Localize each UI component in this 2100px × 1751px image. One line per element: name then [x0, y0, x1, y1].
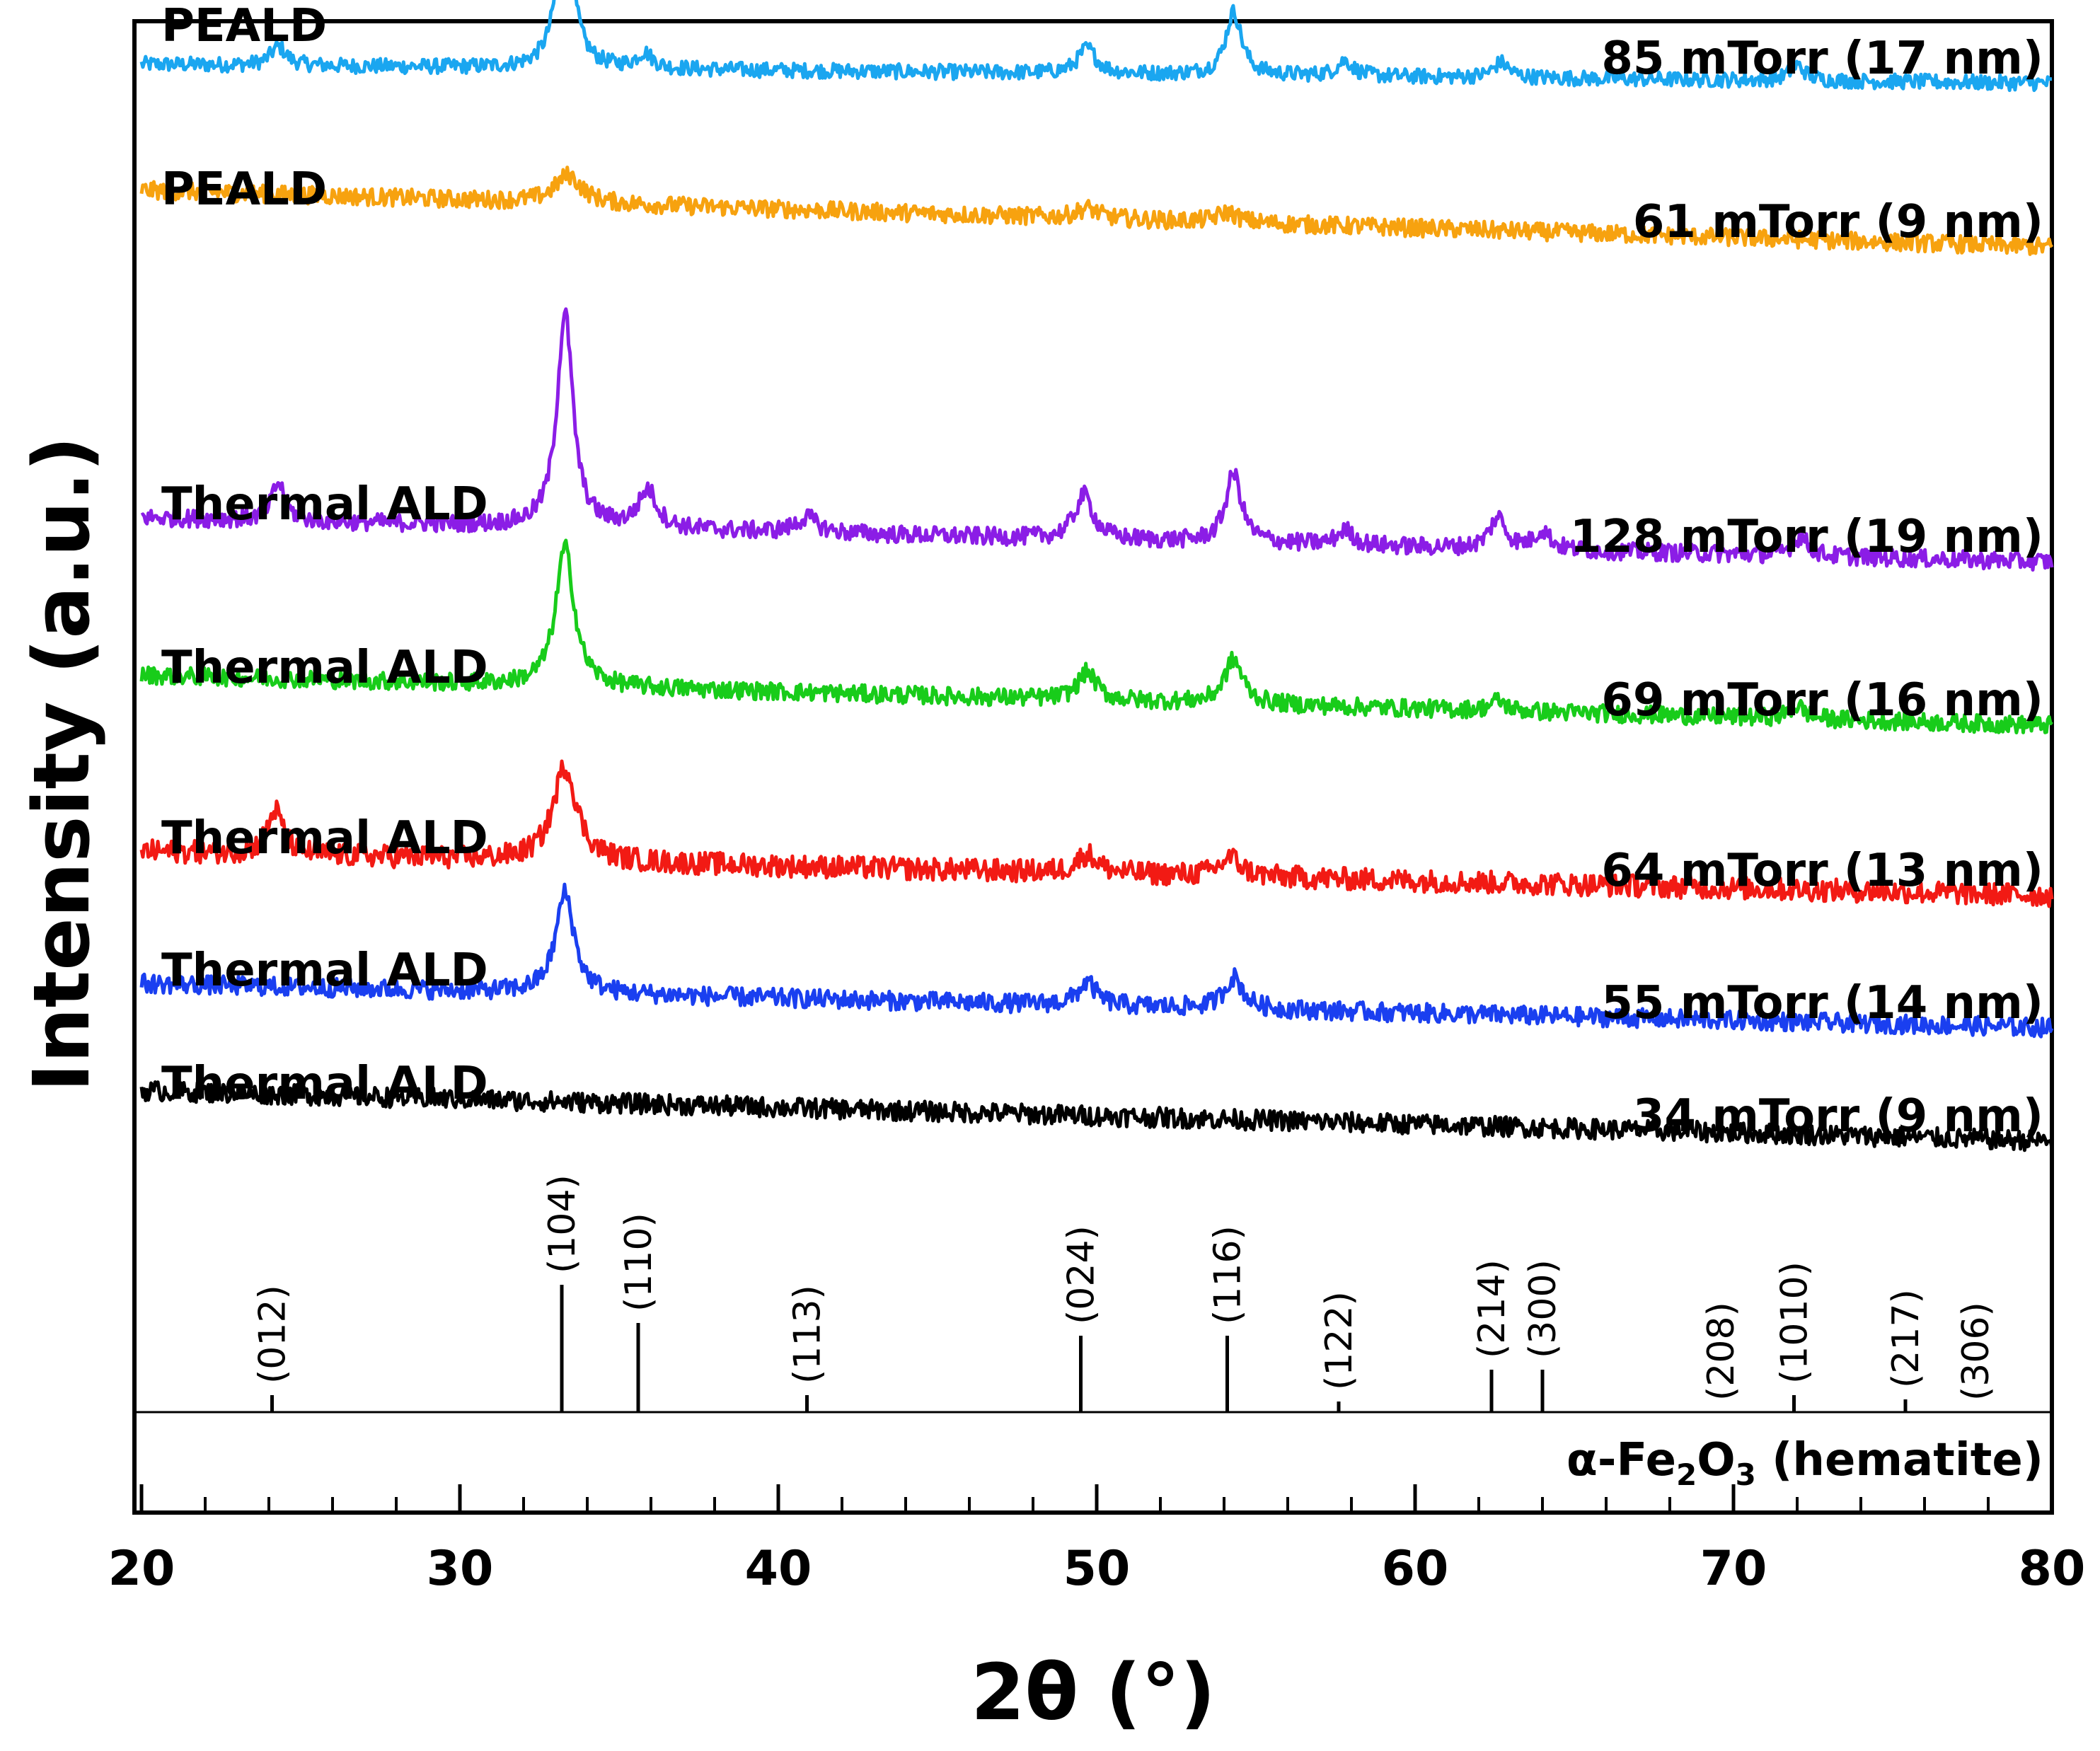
series-condition-label-4: 69 mTorr (16 nm): [1601, 674, 2043, 727]
reference-pattern: (012) (104) (110) (113) (024) (116) (122) (214)…: [252, 1174, 1997, 1412]
series-line-1: [139, 0, 2053, 93]
reference-label: α-Fe2O3 (hematite): [1567, 1434, 2043, 1492]
reference-peak-label-8: (214): [1471, 1259, 1513, 1358]
x-axis-title: 2θ (°): [971, 1647, 1216, 1738]
series-method-label-5: Thermal ALD: [161, 812, 488, 865]
series-line-4: [139, 538, 2053, 734]
series-condition-label-5: 64 mTorr (13 nm): [1601, 845, 2043, 897]
series-method-label-6: Thermal ALD: [161, 944, 488, 997]
plot-frame: [132, 19, 2054, 1515]
reference-peak-label-11: (1010): [1774, 1261, 1816, 1384]
series-layer: PEALD 85 mTorr (17 nm) PEALD 61 mTorr (9 nm…: [139, 0, 2054, 1152]
reference-peak-label-1: (012): [252, 1285, 294, 1384]
reference-peak-label-6: (116): [1207, 1225, 1250, 1324]
series-condition-label-1: 85 mTorr (17 nm): [1601, 33, 2043, 85]
reference-peak-label-12: (217): [1885, 1289, 1927, 1388]
series-line-2: [139, 166, 2054, 256]
series-method-label-4: Thermal ALD: [161, 642, 488, 694]
series-method-label-2: PEALD: [161, 163, 327, 216]
x-tick-label-30: 30: [427, 1541, 494, 1597]
x-tick-label-80: 80: [2019, 1541, 2086, 1597]
series-method-label-7: Thermal ALD: [161, 1058, 488, 1110]
series-condition-label-3: 128 mTorr (19 nm): [1570, 511, 2043, 563]
x-tick-label-50: 50: [1063, 1541, 1131, 1597]
reference-mid: O: [1697, 1434, 1735, 1486]
series-line-3: [140, 307, 2054, 572]
x-tick-label-70: 70: [1700, 1541, 1767, 1597]
reference-sub-1: 2: [1676, 1457, 1697, 1492]
reference-peak-label-4: (113): [787, 1285, 829, 1384]
series-method-label-1: PEALD: [161, 0, 327, 52]
x-axis: 20 30 40 50 60 70 80: [108, 1484, 2086, 1597]
y-axis-title: Intensity (a.u.): [16, 436, 107, 1092]
reference-peak-label-2: (104): [541, 1174, 584, 1273]
reference-peak-label-13: (306): [1955, 1302, 1997, 1401]
x-tick-label-60: 60: [1382, 1541, 1449, 1597]
series-condition-label-6: 55 mTorr (14 nm): [1601, 977, 2043, 1029]
reference-sub-2: 3: [1736, 1457, 1756, 1492]
series-line-6: [139, 882, 2054, 1039]
series-line-5: [139, 759, 2054, 908]
series-condition-label-7: 34 mTorr (9 nm): [1633, 1090, 2043, 1143]
series-line-7: [139, 1080, 2054, 1152]
reference-peak-label-7: (122): [1318, 1291, 1361, 1390]
reference-peak-label-3: (110): [618, 1213, 660, 1312]
reference-peak-label-10: (208): [1700, 1302, 1743, 1401]
series-condition-label-2: 61 mTorr (9 nm): [1633, 196, 2043, 248]
reference-name-prefix: α-Fe: [1567, 1434, 1676, 1486]
x-tick-label-20: 20: [108, 1541, 175, 1597]
reference-name-suffix: (hematite): [1756, 1434, 2043, 1486]
x-tick-label-40: 40: [745, 1541, 812, 1597]
reference-peak-label-5: (024): [1061, 1225, 1103, 1324]
reference-peak-label-9: (300): [1522, 1259, 1564, 1358]
series-method-label-3: Thermal ALD: [161, 478, 488, 531]
